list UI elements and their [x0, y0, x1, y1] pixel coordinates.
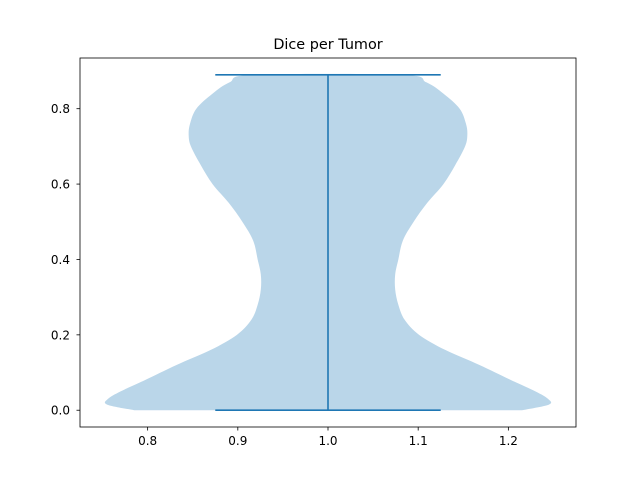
chart-title: Dice per Tumor	[273, 37, 382, 53]
y-tick-label: 0.4	[51, 253, 70, 267]
x-tick-label: 0.9	[228, 434, 247, 448]
plot-area	[104, 73, 552, 412]
x-axis: 0.8 0.9 1.0 1.1 1.2	[138, 427, 518, 448]
x-tick-label: 1.2	[499, 434, 518, 448]
x-tick-label: 0.8	[138, 434, 157, 448]
x-tick-label: 1.1	[409, 434, 428, 448]
y-tick-label: 0.2	[51, 328, 70, 342]
y-axis: 0.0 0.2 0.4 0.6 0.8	[51, 102, 80, 418]
x-tick-label: 1.0	[318, 434, 337, 448]
y-tick-label: 0.0	[51, 404, 70, 418]
y-tick-label: 0.6	[51, 178, 70, 192]
y-tick-label: 0.8	[51, 102, 70, 116]
